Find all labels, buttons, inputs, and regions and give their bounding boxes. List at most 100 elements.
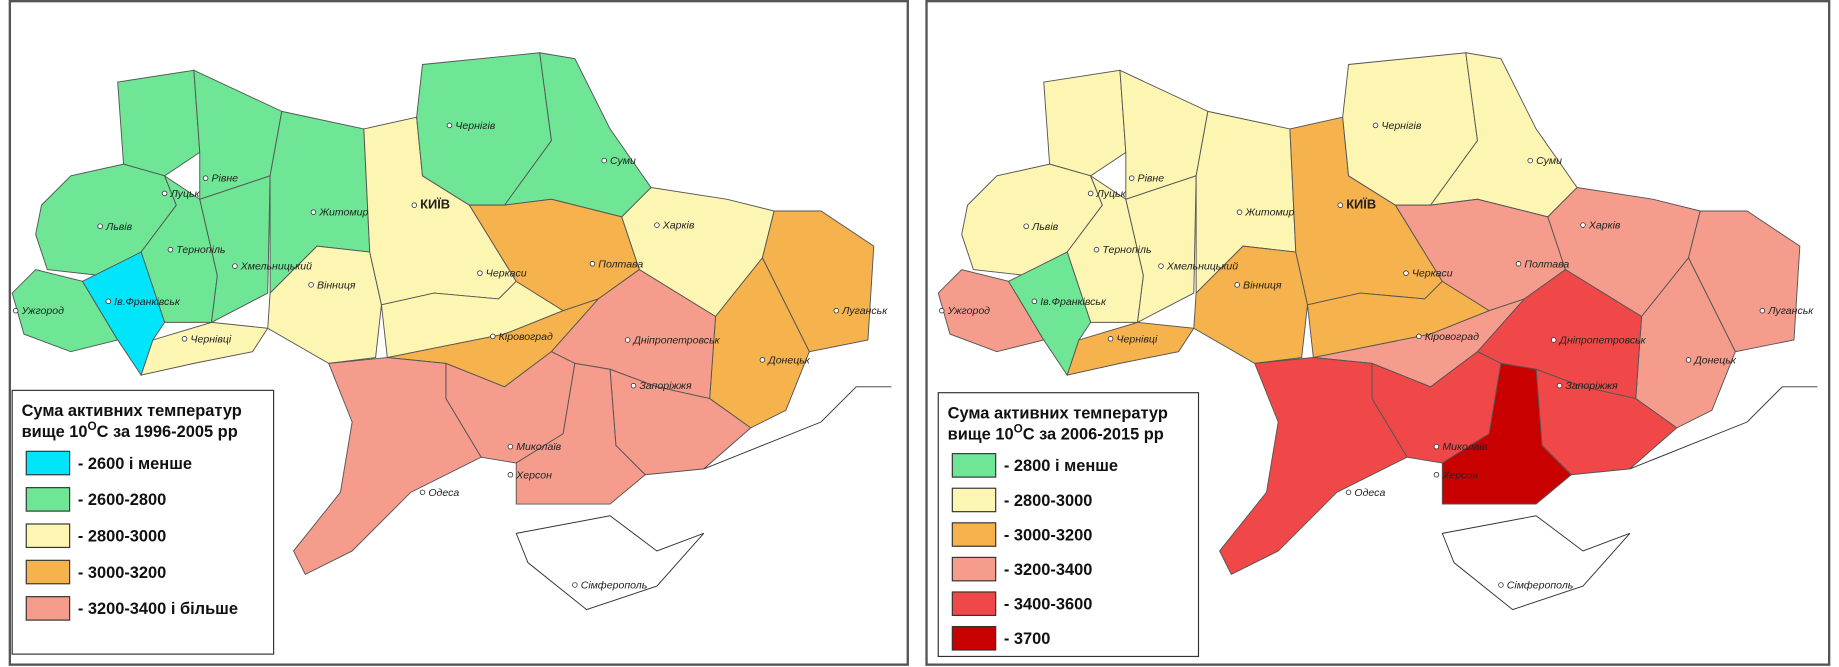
legend-title: Сума активних температур (948, 404, 1168, 422)
legend-title-part: вище 10 (22, 423, 88, 441)
legend-label: - 2800-3000 (78, 528, 166, 546)
city-dot (411, 202, 418, 208)
city-label: Черкаси (1412, 268, 1453, 280)
city-dot (601, 157, 607, 164)
city-label: Вінниця (317, 279, 356, 291)
city-label: КИЇВ (420, 197, 450, 212)
city-label: Чернівці (190, 333, 232, 345)
city-dot (939, 307, 945, 314)
city-dot (1345, 489, 1352, 496)
legend-label: - 3000-3200 (1004, 526, 1092, 544)
city-label: Чернігів (455, 120, 496, 132)
crimea-outline (1441, 515, 1631, 611)
legend-swatch (951, 522, 997, 547)
city-dot (624, 337, 631, 343)
city-label: Луганськ (841, 305, 888, 317)
legend-label: - 2800-3000 (1004, 492, 1092, 510)
legend-swatch (25, 596, 71, 621)
region (515, 362, 646, 505)
city-dot (1031, 298, 1038, 305)
legend-swatch (951, 625, 997, 651)
city-label: Вінниця (1243, 279, 1282, 291)
legend-label: - 3200-3400 і більше (78, 600, 238, 618)
legend-title-part: С за 2006-2015 рр (1023, 426, 1164, 444)
city-label: Ужгород (947, 305, 991, 317)
city-label: Житомир (1244, 207, 1294, 219)
legend-swatch (951, 591, 997, 617)
city-dot (1433, 471, 1440, 478)
city-dot (232, 263, 238, 269)
city-label: Полтава (598, 258, 643, 270)
city-dot (1107, 336, 1114, 342)
city-label: Суми (610, 155, 636, 167)
legend-swatch (951, 453, 997, 478)
legend-title-part: С за 1996-2005 рр (97, 423, 238, 441)
city-label: Дніпропетровськ (632, 334, 720, 346)
city-dot (759, 357, 766, 363)
city-dot (1759, 307, 1766, 314)
legend-label: - 3700 (1004, 630, 1051, 648)
city-dot (202, 175, 209, 181)
city-dot (630, 382, 637, 389)
city-dot (1337, 202, 1344, 208)
city-label: Чернівці (1116, 333, 1158, 345)
city-dot (1416, 333, 1422, 340)
city-label: Ів.Франківськ (1040, 296, 1107, 308)
region (292, 357, 482, 576)
city-label: Тернопіль (1102, 244, 1151, 256)
city-dot (477, 270, 483, 276)
city-label: Харків (662, 220, 695, 232)
city-dot (1580, 222, 1586, 228)
city-dot (1550, 337, 1557, 343)
city-label: Черкаси (486, 268, 527, 280)
legend-label: - 2600-2800 (78, 491, 166, 509)
city-label: Ів.Франківськ (114, 296, 181, 308)
legend-title-part: вище 10 (948, 426, 1014, 444)
city-dot (308, 282, 314, 288)
city-label: Полтава (1524, 258, 1569, 270)
city-dot (833, 307, 840, 314)
city-dot (572, 582, 578, 588)
city-dot (310, 209, 317, 215)
city-label: Чернігів (1381, 120, 1422, 132)
city-label: КИЇВ (1346, 197, 1376, 212)
city-label: Херсон (515, 469, 552, 481)
city-dot (105, 298, 112, 305)
legend-label: - 3400-3600 (1004, 596, 1092, 614)
city-label: Херсон (1441, 469, 1478, 481)
city-dot (1498, 582, 1504, 588)
city-label: Кіровоград (499, 331, 553, 343)
region (267, 245, 382, 364)
city-dot (1236, 209, 1243, 215)
city-label: Одеса (1354, 487, 1385, 499)
border-line (703, 386, 892, 470)
legend-label: - 2600 і менше (78, 455, 192, 473)
city-label: Донецьк (1693, 354, 1737, 366)
legend-swatch (25, 559, 71, 585)
region (1043, 69, 1127, 177)
city-label: Луцьк (1096, 188, 1127, 200)
city-dot (1128, 175, 1135, 181)
map-panel: Чернігів Суми Луцьк Рівне КИЇВ Житомир Львів Те… (937, 52, 1818, 611)
city-dot (1556, 382, 1563, 389)
city-dot (1433, 443, 1440, 450)
city-label: Луганськ (1767, 305, 1814, 317)
city-dot (161, 190, 168, 197)
city-dot (181, 336, 188, 342)
legend-swatch (25, 487, 71, 512)
crimea-outline (515, 515, 705, 611)
city-label: Львів (105, 221, 133, 233)
legend-title: вище 10OС за 1996-2005 рр (22, 420, 238, 441)
city-dot (1023, 223, 1029, 229)
city-label: Харків (1588, 220, 1621, 232)
legend-title: вище 10OС за 2006-2015 рр (948, 423, 1164, 444)
border-line (1629, 386, 1818, 470)
city-label: Рівне (211, 173, 238, 185)
city-label: Донецьк (767, 354, 811, 366)
legend-title: Сума активних температур (22, 402, 242, 420)
city-dot (1093, 246, 1100, 253)
